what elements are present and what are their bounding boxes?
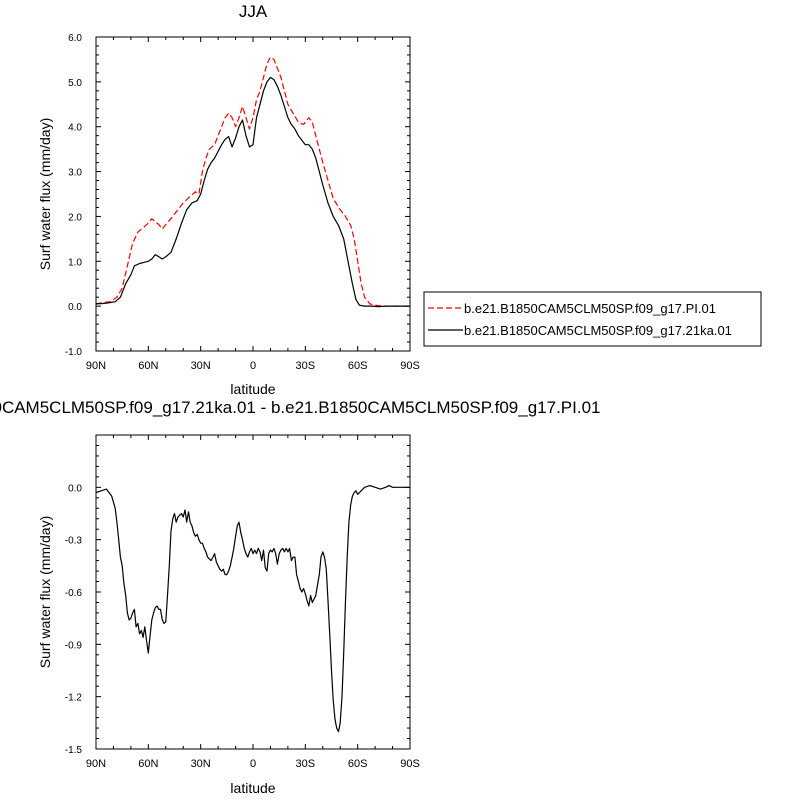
top-y-tick-label: 0.0 bbox=[68, 302, 82, 313]
legend-label-21ka: b.e21.B1850CAM5CLM50SP.f09_g17.21ka.01 bbox=[464, 323, 732, 338]
bottom-panel: b.e21.B1850CAM5CLM50SP.f09_g17.21ka.01 -… bbox=[0, 398, 600, 796]
legend-label-pi: b.e21.B1850CAM5CLM50SP.f09_g17.PI.01 bbox=[464, 301, 716, 316]
bottom-x-tick-label: 90S bbox=[400, 758, 420, 770]
top-y-tick-label: 2.0 bbox=[68, 212, 82, 223]
bottom-x-tick-label: 60S bbox=[348, 758, 368, 770]
top-y-tick-label: 5.0 bbox=[68, 78, 82, 89]
top-x-tick-label: 30N bbox=[191, 360, 211, 372]
top-chart-title: JJA bbox=[239, 2, 268, 21]
bottom-x-tick-label: 30N bbox=[191, 758, 211, 770]
top-axis-ticks: 90N 60N 30N 0 30S 60S 90S -1.0 0.0 1.0 2.0 3.0 4.0 5.… bbox=[65, 33, 420, 372]
top-x-tick-label: 90N bbox=[86, 360, 106, 372]
top-y-tick-label: 4.0 bbox=[68, 123, 82, 134]
bottom-x-axis-label: latitude bbox=[230, 780, 275, 796]
top-x-tick-label: 60S bbox=[348, 360, 368, 372]
top-plot-frame bbox=[95, 36, 411, 352]
top-series-line-0 bbox=[95, 56, 410, 307]
legend-box bbox=[423, 291, 762, 347]
top-x-tick-label: 90S bbox=[400, 360, 420, 372]
top-x-axis-label: latitude bbox=[230, 381, 275, 397]
bottom-x-tick-label: 30S bbox=[296, 758, 316, 770]
bottom-axis-ticks: 90N 60N 30N 0 30S 60S 90S -1.5 -1.2 -0.9 -0.6 -0.3 0… bbox=[65, 434, 420, 770]
bottom-y-axis-label: Surf water flux (mm/day) bbox=[37, 516, 53, 668]
bottom-x-tick-label: 60N bbox=[138, 758, 158, 770]
bottom-x-tick-label: 0 bbox=[250, 758, 256, 770]
top-y-tick-label: 1.0 bbox=[68, 257, 82, 268]
bottom-y-tick-label: 0.0 bbox=[68, 483, 82, 494]
top-x-tick-label: 60N bbox=[138, 360, 158, 372]
top-x-tick-label: 30S bbox=[296, 360, 316, 372]
bottom-plot-frame bbox=[95, 434, 411, 750]
bottom-chart-title: b.e21.B1850CAM5CLM50SP.f09_g17.21ka.01 -… bbox=[0, 398, 600, 417]
top-series-line-1 bbox=[95, 76, 410, 308]
bottom-y-tick-label: -1.2 bbox=[65, 693, 83, 704]
bottom-series-line-0 bbox=[95, 485, 410, 733]
top-y-tick-label: 6.0 bbox=[68, 33, 82, 44]
bottom-x-tick-label: 90N bbox=[86, 758, 106, 770]
bottom-y-tick-label: -0.9 bbox=[65, 640, 83, 651]
bottom-y-tick-label: -1.5 bbox=[65, 745, 83, 756]
top-series-lines bbox=[95, 56, 410, 308]
top-panel: JJA Surf water flux (mm/day) latitude 90… bbox=[37, 2, 420, 397]
bottom-series-lines bbox=[95, 485, 410, 733]
top-x-tick-label: 0 bbox=[250, 360, 256, 372]
bottom-y-tick-label: -0.3 bbox=[65, 536, 83, 547]
top-y-tick-label: 3.0 bbox=[68, 168, 82, 179]
legend: b.e21.B1850CAM5CLM50SP.f09_g17.PI.01 b.e… bbox=[423, 291, 762, 347]
top-y-axis-label: Surf water flux (mm/day) bbox=[37, 118, 53, 270]
bottom-y-tick-label: -0.6 bbox=[65, 588, 83, 599]
top-y-tick-label: -1.0 bbox=[65, 347, 83, 358]
